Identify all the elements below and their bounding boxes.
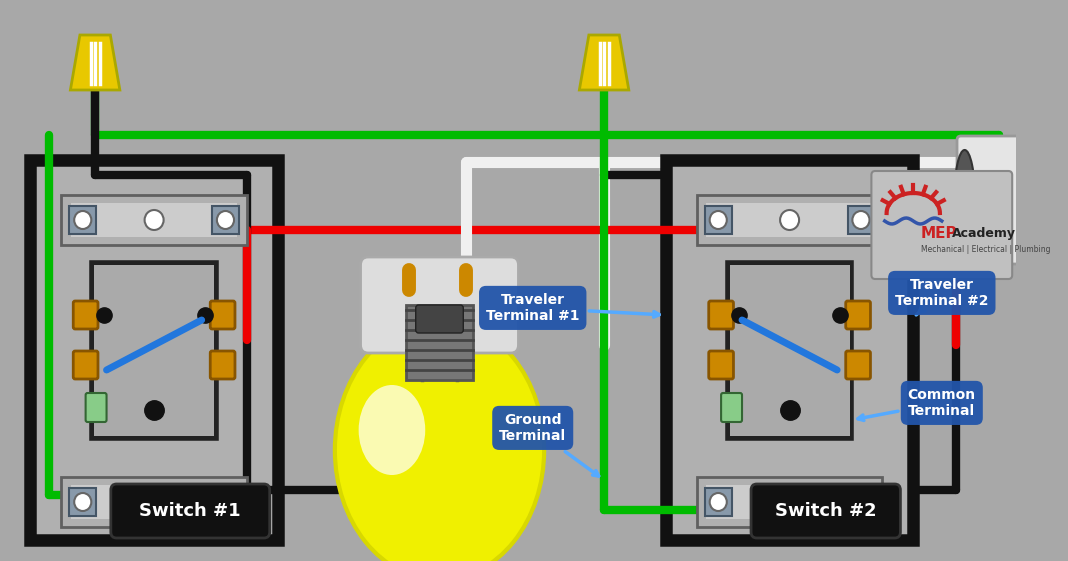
FancyBboxPatch shape: [696, 195, 882, 245]
FancyBboxPatch shape: [848, 488, 875, 516]
Circle shape: [144, 210, 163, 230]
FancyBboxPatch shape: [846, 301, 870, 329]
FancyBboxPatch shape: [705, 488, 732, 516]
FancyBboxPatch shape: [706, 203, 873, 237]
Text: Traveler
Terminal #1: Traveler Terminal #1: [486, 293, 659, 323]
Ellipse shape: [335, 320, 545, 561]
FancyBboxPatch shape: [666, 160, 913, 540]
Text: Switch #1: Switch #1: [140, 502, 241, 520]
Circle shape: [852, 493, 869, 511]
Circle shape: [709, 493, 727, 511]
Circle shape: [74, 211, 92, 229]
FancyBboxPatch shape: [85, 393, 107, 422]
FancyBboxPatch shape: [213, 488, 239, 516]
Circle shape: [217, 493, 234, 511]
Circle shape: [74, 493, 92, 511]
Circle shape: [852, 211, 869, 229]
FancyBboxPatch shape: [74, 301, 98, 329]
FancyBboxPatch shape: [70, 485, 237, 519]
Polygon shape: [70, 35, 120, 90]
Text: Mechanical | Electrical | Plumbing: Mechanical | Electrical | Plumbing: [921, 245, 1050, 254]
FancyBboxPatch shape: [727, 263, 851, 438]
FancyBboxPatch shape: [846, 351, 870, 379]
Circle shape: [780, 492, 799, 512]
FancyBboxPatch shape: [92, 263, 216, 438]
FancyBboxPatch shape: [210, 301, 235, 329]
Circle shape: [217, 211, 234, 229]
FancyBboxPatch shape: [61, 477, 247, 527]
FancyBboxPatch shape: [848, 206, 875, 234]
FancyBboxPatch shape: [709, 301, 734, 329]
FancyBboxPatch shape: [706, 485, 873, 519]
FancyBboxPatch shape: [69, 206, 96, 234]
FancyBboxPatch shape: [871, 171, 1012, 279]
Text: Switch #2: Switch #2: [775, 502, 877, 520]
Text: Ground
Terminal: Ground Terminal: [499, 413, 599, 476]
FancyBboxPatch shape: [61, 195, 247, 245]
FancyBboxPatch shape: [957, 136, 1020, 264]
FancyBboxPatch shape: [74, 351, 98, 379]
Text: Academy: Academy: [953, 227, 1017, 240]
Ellipse shape: [359, 385, 425, 475]
Text: MEP: MEP: [921, 226, 958, 241]
FancyBboxPatch shape: [31, 160, 278, 540]
FancyBboxPatch shape: [69, 488, 96, 516]
FancyBboxPatch shape: [729, 264, 849, 435]
Text: Common
Terminal: Common Terminal: [858, 388, 976, 420]
FancyBboxPatch shape: [70, 203, 237, 237]
Ellipse shape: [954, 150, 975, 250]
Polygon shape: [579, 35, 629, 90]
FancyBboxPatch shape: [94, 264, 214, 435]
FancyBboxPatch shape: [415, 305, 464, 333]
FancyBboxPatch shape: [751, 484, 900, 538]
FancyBboxPatch shape: [210, 351, 235, 379]
Circle shape: [144, 492, 163, 512]
Text: Traveler
Terminal #2: Traveler Terminal #2: [895, 278, 989, 315]
Circle shape: [780, 210, 799, 230]
FancyBboxPatch shape: [213, 206, 239, 234]
FancyBboxPatch shape: [406, 305, 473, 380]
FancyBboxPatch shape: [111, 484, 270, 538]
FancyBboxPatch shape: [721, 393, 742, 422]
Circle shape: [709, 211, 727, 229]
FancyBboxPatch shape: [709, 351, 734, 379]
FancyBboxPatch shape: [705, 206, 732, 234]
FancyBboxPatch shape: [696, 477, 882, 527]
FancyBboxPatch shape: [361, 257, 518, 353]
